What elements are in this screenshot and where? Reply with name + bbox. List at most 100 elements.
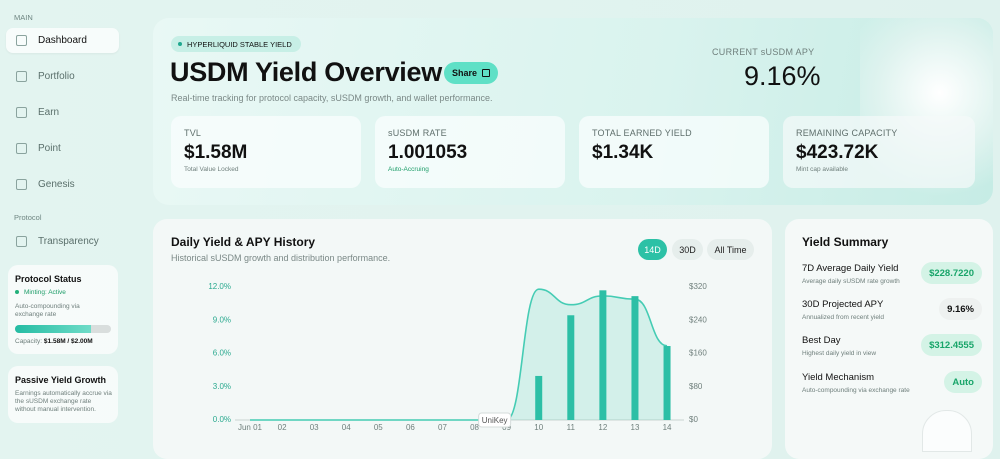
y2-tick-label: $80 — [689, 382, 703, 391]
chart-subtitle: Historical sUSDM growth and distribution… — [171, 253, 391, 263]
overlay-badge — [478, 412, 512, 428]
summary-label: 30D Projected APY — [802, 299, 884, 310]
summary-sub: Annualized from recent yield — [802, 314, 885, 321]
badge-dot — [178, 42, 182, 46]
y2-tick-label: $320 — [689, 282, 707, 291]
stat-sub: Auto-Accruing — [388, 166, 429, 173]
bar — [631, 296, 639, 420]
x-tick-label: 09 — [502, 423, 511, 432]
x-tick-label: 02 — [278, 423, 287, 432]
x-tick-label: 05 — [374, 423, 383, 432]
stat-card: TVL $1.58M Total Value Locked — [171, 116, 361, 188]
stat-value: $423.72K — [796, 142, 879, 163]
nav-item[interactable]: Genesis — [6, 172, 119, 197]
nav-section: Protocol — [14, 213, 42, 222]
x-tick-label: 12 — [598, 423, 607, 432]
summary-label: 7D Average Daily Yield — [802, 263, 899, 274]
summary-value: 9.16% — [939, 298, 982, 320]
stat-label: sUSDM RATE — [388, 128, 447, 138]
summary-value: $228.7220 — [921, 262, 982, 284]
mascot-peek — [922, 410, 972, 452]
range-button[interactable]: 30D — [672, 239, 703, 260]
x-tick-label: 08 — [470, 423, 479, 432]
page-title: USDM Yield Overview — [170, 57, 442, 87]
stat-value: 1.001053 — [388, 142, 468, 163]
nav-label: Dashboard — [38, 35, 87, 46]
nav-label: Portfolio — [38, 71, 75, 82]
capacity-label: Capacity: — [15, 338, 43, 345]
capacity-text: $1.58M / $2.00M — [43, 338, 93, 345]
stat-label: REMAINING CAPACITY — [796, 128, 898, 138]
stat-card: REMAINING CAPACITY $423.72K Mint cap avail… — [783, 116, 975, 188]
apy-value: 9.16% — [744, 61, 821, 91]
capacity-fill — [15, 325, 91, 333]
apy-label: CURRENT sUSDM APY — [712, 47, 815, 57]
badge-text: HYPERLIQUID STABLE YIELD — [187, 39, 292, 49]
x-tick-label: 06 — [406, 423, 415, 432]
y-tick-label: 3.0% — [213, 382, 231, 391]
share-label: Share — [451, 68, 477, 78]
stat-label: TVL — [184, 128, 202, 138]
chart-title: Daily Yield & APY History — [171, 235, 316, 249]
nav-item[interactable]: Dashboard — [6, 28, 119, 53]
protocol-status-card: Protocol Status Minting: Active Auto-com… — [8, 265, 118, 354]
y-tick-label: 6.0% — [213, 349, 231, 358]
area-fill — [250, 289, 668, 420]
y-tick-label: 9.0% — [213, 315, 231, 324]
x-tick-label: 14 — [663, 423, 672, 432]
bar — [599, 290, 607, 420]
stat-sub: Mint cap available — [796, 166, 849, 173]
x-tick-label: 13 — [631, 423, 640, 432]
page-subtitle: Real-time tracking for protocol capacity… — [171, 93, 493, 103]
nav-label: Transparency — [38, 236, 99, 247]
range-button[interactable]: All Time — [707, 239, 754, 260]
chart: 0.0% 3.0% 6.0% 9.0% 12.0% $0 $80 $160 $240 $320 Ju… — [208, 282, 707, 432]
card-title: Passive Yield Growth — [15, 375, 107, 385]
x-tick-label: 11 — [567, 423, 576, 432]
nav-item[interactable]: Point — [6, 136, 119, 161]
stat-value: $1.58M — [184, 142, 248, 163]
nav-item[interactable]: Portfolio — [6, 64, 119, 89]
share-icon — [482, 69, 490, 77]
bar — [535, 375, 543, 420]
card-title: Protocol Status — [15, 274, 82, 284]
stat-value: $1.34K — [592, 142, 654, 163]
capacity-row: Capacity: $1.58M / $2.00M — [15, 338, 93, 345]
nav-label: Genesis — [38, 179, 75, 190]
stat-sub: Total Value Locked — [184, 166, 239, 173]
overlay-label: UniKey — [482, 416, 508, 425]
stat-card: sUSDM RATE 1.001053 Auto-Accruing — [375, 116, 565, 188]
status-description: Auto-compounding via exchange rate — [15, 303, 80, 318]
y2-tick-label: $0 — [689, 415, 698, 424]
summary-label: Best Day — [802, 335, 841, 346]
summary-sub: Auto-compounding via exchange rate — [802, 387, 910, 394]
summary-label: Yield Mechanism — [802, 372, 874, 383]
y2-tick-label: $240 — [689, 315, 707, 324]
summary-value: Auto — [944, 371, 982, 393]
share-button[interactable]: Share — [444, 62, 498, 84]
passive-card: Passive Yield Growth Earnings automatica… — [8, 366, 118, 423]
status-dot — [15, 290, 19, 294]
nav-section: MAIN — [14, 13, 33, 22]
summary-title: Yield Summary — [802, 235, 889, 249]
card-description: Earnings automatically accrue via the sU… — [15, 390, 112, 413]
stat-card: TOTAL EARNED YIELD $1.34K — [579, 116, 769, 188]
nav-label: Point — [38, 143, 61, 154]
bar — [567, 315, 575, 420]
stat-label: TOTAL EARNED YIELD — [592, 128, 692, 138]
y2-tick-label: $160 — [689, 349, 707, 358]
x-tick-label: Jun 01 — [238, 423, 263, 432]
nav-label: Earn — [38, 107, 60, 118]
summary-sub: Average daily sUSDM rate growth — [802, 278, 900, 285]
range-button[interactable]: 14D — [638, 239, 667, 260]
bar — [663, 346, 671, 420]
y-tick-label: 0.0% — [213, 415, 231, 424]
area-line — [249, 288, 668, 421]
capacity-track — [15, 325, 111, 333]
badge: HYPERLIQUID STABLE YIELD — [171, 36, 301, 52]
x-tick-label: 03 — [310, 423, 319, 432]
summary-value: $312.4555 — [921, 334, 982, 356]
nav-item[interactable]: Transparency — [6, 229, 119, 254]
nav-item[interactable]: Earn — [6, 100, 119, 125]
